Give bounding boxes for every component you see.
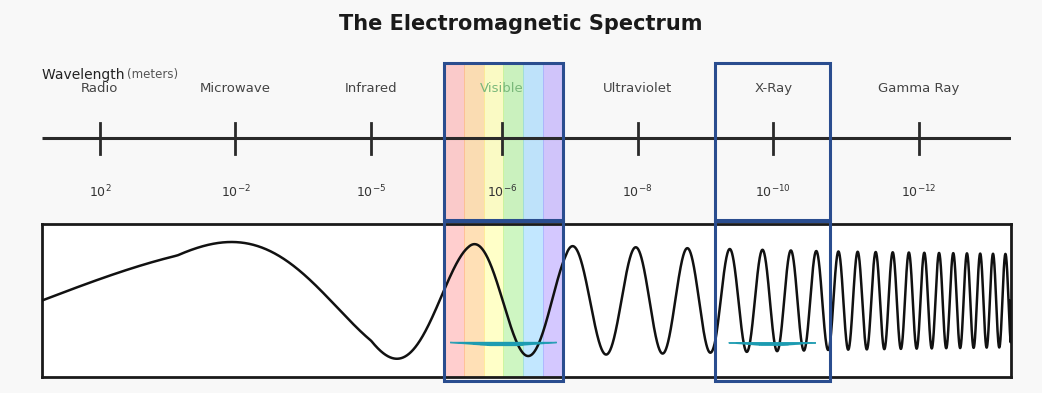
Text: Radio: Radio xyxy=(81,81,119,95)
Bar xyxy=(464,221,485,380)
Bar xyxy=(444,63,563,220)
Text: Infrared: Infrared xyxy=(345,81,397,95)
Text: $10^{2}$: $10^{2}$ xyxy=(89,184,111,200)
Bar xyxy=(483,221,504,380)
Text: $10^{-12}$: $10^{-12}$ xyxy=(901,184,937,200)
Bar xyxy=(464,63,485,220)
Text: $10^{-10}$: $10^{-10}$ xyxy=(755,184,791,200)
Bar xyxy=(444,63,465,220)
Text: $10^{-5}$: $10^{-5}$ xyxy=(356,184,387,200)
Text: Gamma Ray: Gamma Ray xyxy=(878,81,960,95)
Bar xyxy=(543,221,564,380)
Bar xyxy=(503,221,524,380)
Polygon shape xyxy=(728,343,816,345)
Bar xyxy=(543,63,564,220)
Text: $10^{-2}$: $10^{-2}$ xyxy=(221,184,250,200)
Text: $10^{-6}$: $10^{-6}$ xyxy=(487,184,517,200)
Text: (meters): (meters) xyxy=(127,68,178,81)
Text: Microwave: Microwave xyxy=(200,81,271,95)
Bar xyxy=(444,221,465,380)
Bar xyxy=(503,63,524,220)
Bar xyxy=(523,221,544,380)
Text: Wavelength: Wavelength xyxy=(42,68,128,82)
Bar xyxy=(715,63,829,220)
Text: Visible: Visible xyxy=(480,81,524,95)
Bar xyxy=(715,221,829,380)
Bar xyxy=(483,63,504,220)
Polygon shape xyxy=(450,342,556,345)
Text: $10^{-8}$: $10^{-8}$ xyxy=(622,184,653,200)
Text: Ultraviolet: Ultraviolet xyxy=(603,81,672,95)
Bar xyxy=(523,63,544,220)
Bar xyxy=(444,221,563,380)
Text: The Electromagnetic Spectrum: The Electromagnetic Spectrum xyxy=(340,14,702,34)
Text: X-Ray: X-Ray xyxy=(754,81,792,95)
